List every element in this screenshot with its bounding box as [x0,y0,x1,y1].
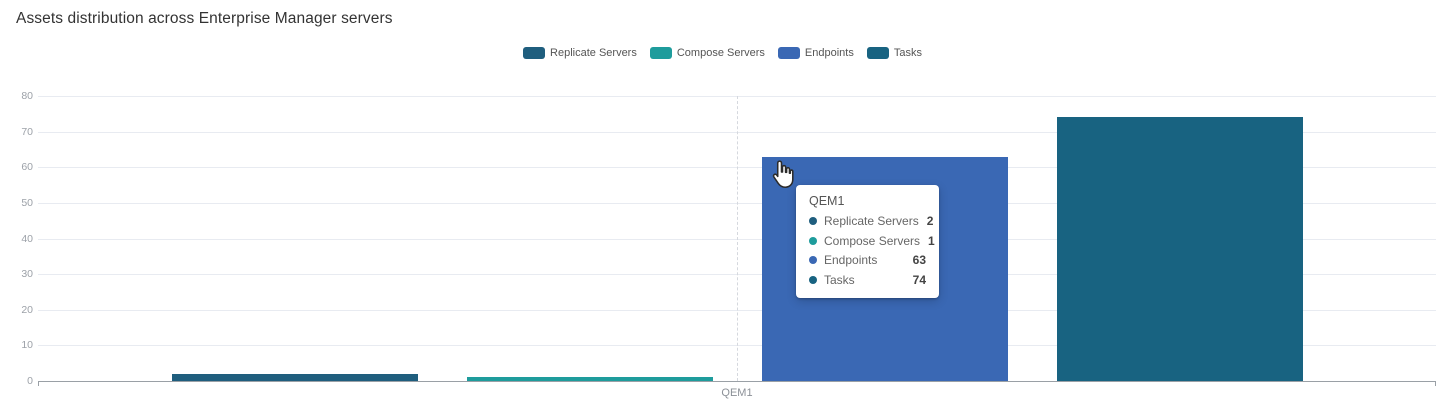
hand-cursor-icon [772,160,794,189]
tooltip-series-label: Compose Servers [824,233,921,248]
tooltip-row-endpoints: Endpoints 63 [809,253,926,267]
y-axis-tick-label-10: 10 [21,339,33,352]
legend-swatch [777,47,800,59]
legend-item-compose-servers[interactable]: Compose Servers [649,47,765,59]
series-dot-icon [809,236,817,245]
y-axis-tick-label-60: 60 [21,161,33,174]
bar-tasks[interactable] [1056,117,1303,381]
axis-tick-right [1435,381,1436,386]
legend-swatch [523,47,546,59]
legend-swatch [649,47,672,59]
chart-title: Assets distribution across Enterprise Ma… [16,10,393,27]
axis-tick-left [38,381,39,386]
bar-chart-plot-area [38,96,1436,386]
tooltip: QEM1 Replicate Servers 2 Compose Servers 1 E… [796,185,939,298]
tooltip-series-label: Tasks [824,272,855,287]
tooltip-series-label: Endpoints [824,253,878,267]
hover-crosshair-line [737,96,738,381]
legend-swatch [866,47,889,59]
tooltip-series-label: Replicate Servers [824,214,919,228]
bar-compose-servers[interactable] [466,377,713,381]
series-dot-icon [809,275,817,284]
legend-label: Tasks [893,47,922,59]
tooltip-series-value: 1 [928,233,935,248]
legend-label: Replicate Servers [550,47,637,59]
tooltip-series-value: 74 [912,272,926,287]
tooltip-row-replicate-servers: Replicate Servers 2 [809,214,933,228]
series-dot-icon [809,256,817,264]
series-dot-icon [809,217,817,225]
legend-item-endpoints[interactable]: Endpoints [777,47,854,59]
y-axis-tick-label-30: 30 [21,268,33,281]
y-axis-tick-label-50: 50 [21,196,33,209]
tooltip-series-value: 2 [926,214,934,228]
legend-label: Compose Servers [676,47,765,59]
bar-replicate-servers[interactable] [171,373,418,381]
y-axis-tick-label-20: 20 [21,303,33,316]
tooltip-row-compose-servers: Compose Servers 1 [809,233,935,248]
tooltip-series-value: 63 [912,253,926,267]
y-axis-tick-label-70: 70 [21,125,33,138]
tooltip-title: QEM1 [809,194,845,208]
y-axis-tick-label-0: 0 [27,375,33,387]
y-axis-tick-label-40: 40 [21,232,33,245]
legend-label: Endpoints [804,47,854,59]
legend-item-tasks[interactable]: Tasks [866,47,922,59]
chart-legend: Replicate Servers Compose Servers Endpoint… [0,47,1445,59]
x-axis-label-qem1: QEM1 [721,387,753,399]
legend-item-replicate-servers[interactable]: Replicate Servers [523,47,637,59]
tooltip-row-tasks: Tasks 74 [809,273,926,287]
y-axis-tick-label-80: 80 [21,90,33,102]
